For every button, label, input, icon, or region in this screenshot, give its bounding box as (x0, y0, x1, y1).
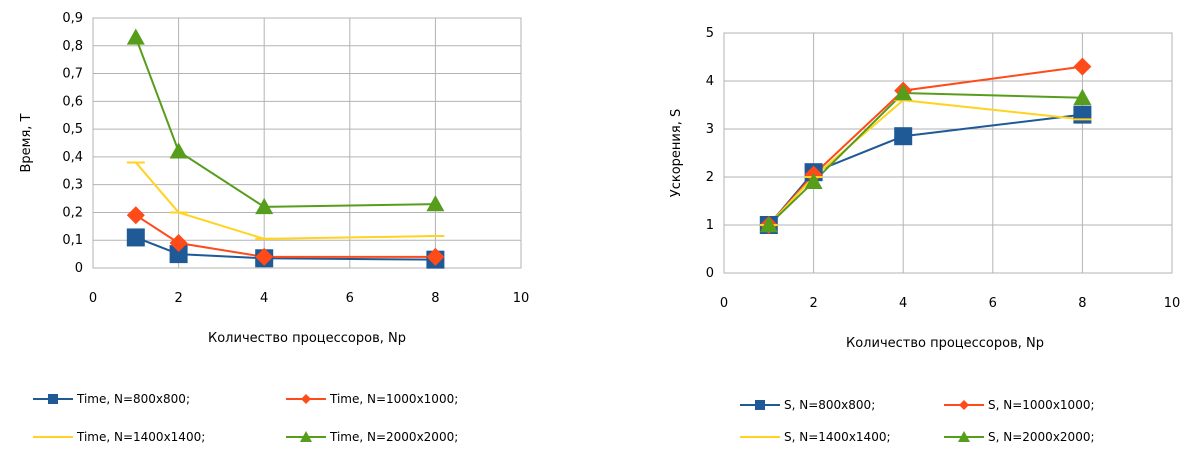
time-series-markers (126, 28, 445, 269)
time-y-tick-label: 0,7 (62, 67, 83, 82)
speedup-point-triangle (1073, 88, 1092, 105)
time-x-tick-label: 0 (89, 291, 97, 306)
speedup-grid (723, 32, 1173, 274)
time-point-triangle (169, 142, 188, 159)
time-point-diamond (426, 247, 445, 266)
time-y-tick-label: 0 (75, 261, 83, 276)
time-y-tick-label: 0,5 (62, 122, 83, 137)
speedup-x-axis-title: Количество процессоров, Np (846, 336, 1044, 351)
time-point-diamond (169, 234, 188, 252)
speedup-chart: 0 1 2 3 4 5 0 2 4 6 8 10 Ускорения, S Количество п… (669, 26, 1180, 444)
legend-label-s-2000: S, N=2000x2000; (988, 430, 1095, 444)
legend-item-time-800: Time, N=800x800; (33, 392, 190, 406)
legend-label-time-1000: Time, N=1000x1000; (329, 392, 458, 406)
speedup-y-tick-label: 3 (706, 122, 714, 137)
time-point-triangle (126, 28, 145, 45)
speedup-y-tick-label: 5 (706, 26, 714, 41)
speedup-y-tick-label: 4 (706, 74, 714, 89)
time-series-line-1 (135, 236, 436, 261)
time-series-lines (134, 37, 436, 261)
legend-item-time-2000: Time, N=2000x2000; (286, 430, 458, 444)
speedup-point-triangle (804, 172, 823, 189)
speedup-point-square (894, 127, 913, 146)
time-y-tick-label: 0,9 (62, 11, 83, 26)
time-y-tick-label: 0,1 (62, 233, 83, 248)
time-x-tick-labels: 0 2 4 6 8 10 (89, 291, 529, 306)
time-series-line-2 (135, 214, 436, 258)
speedup-x-tick-labels: 0 2 4 6 8 10 (720, 296, 1180, 311)
speedup-x-tick-label: 2 (809, 296, 817, 311)
legend-label-time-2000: Time, N=2000x2000; (329, 430, 458, 444)
time-x-tick-label: 4 (260, 291, 268, 306)
speedup-x-tick-label: 6 (989, 296, 997, 311)
legend-item-time-1000: Time, N=1000x1000; (286, 392, 458, 406)
time-x-axis-title: Количество процессоров, Np (208, 331, 406, 346)
time-point-diamond (126, 206, 145, 225)
legend-label-time-1400: Time, N=1400x1400; (76, 430, 205, 444)
time-x-tick-label: 10 (513, 291, 530, 306)
time-x-tick-label: 8 (431, 291, 439, 306)
legend-item-s-1400: S, N=1400x1400; (740, 430, 891, 444)
time-series-line-3 (135, 161, 436, 240)
legend-marker-triangle (300, 431, 312, 442)
legend-marker-diamond (301, 394, 311, 404)
legend-marker-triangle (958, 431, 970, 442)
legend-item-s-1000: S, N=1000x1000; (944, 398, 1095, 412)
speedup-x-tick-label: 10 (1164, 296, 1181, 311)
time-x-tick-label: 2 (174, 291, 182, 306)
time-point-square (169, 245, 188, 264)
speedup-y-tick-label: 2 (706, 170, 714, 185)
time-series-line-4 (134, 37, 436, 208)
time-y-tick-label: 0,3 (62, 178, 83, 193)
time-x-tick-label: 6 (346, 291, 354, 306)
time-y-tick-label: 0,6 (62, 94, 83, 109)
time-y-tick-label: 0,4 (62, 150, 83, 165)
speedup-plot-area (723, 32, 1173, 274)
time-point-triangle (255, 197, 274, 215)
legend-label-s-1400: S, N=1400x1400; (784, 430, 891, 444)
time-y-tick-label: 0,8 (62, 39, 83, 54)
speedup-series-lines (768, 65, 1083, 226)
speedup-point-diamond (1073, 57, 1092, 76)
legend-marker-diamond (959, 400, 969, 410)
legend-label-time-800: Time, N=800x800; (76, 392, 190, 406)
speedup-point-triangle (759, 216, 778, 233)
speedup-point-square (1073, 105, 1092, 124)
time-point-diamond (255, 247, 274, 266)
time-y-axis-title: Время, T (19, 113, 34, 172)
legend-marker-square (48, 394, 58, 404)
speedup-y-tick-label: 1 (706, 218, 714, 233)
legend-label-s-800: S, N=800x800; (784, 398, 875, 412)
speedup-y-tick-label: 0 (706, 266, 714, 281)
time-y-tick-label: 0,2 (62, 205, 83, 220)
time-plot-area (92, 17, 522, 269)
time-y-tick-labels: 0 0,1 0,2 0,3 0,4 0,5 0,6 0,7 0,8 0,9 (62, 11, 83, 276)
speedup-x-tick-label: 4 (899, 296, 907, 311)
legend-marker-square (755, 400, 765, 410)
speedup-legend: S, N=800x800; S, N=1000x1000; S, N=1400x… (740, 398, 1095, 444)
speedup-series-line-4 (768, 91, 1083, 226)
speedup-x-tick-label: 8 (1078, 296, 1086, 311)
legend-item-time-1400: Time, N=1400x1400; (33, 430, 205, 444)
time-point-square (126, 228, 145, 247)
legend-item-s-2000: S, N=2000x2000; (944, 430, 1095, 444)
speedup-y-axis-title: Ускорения, S (669, 109, 684, 197)
speedup-x-tick-label: 0 (720, 296, 728, 311)
legend-item-s-800: S, N=800x800; (740, 398, 875, 412)
legend-label-s-1000: S, N=1000x1000; (988, 398, 1095, 412)
time-point-triangle (426, 195, 445, 212)
time-chart: 0 0,1 0,2 0,3 0,4 0,5 0,6 0,7 0,8 0,9 0 2 4 6 8 10 Вре… (19, 11, 529, 444)
time-legend: Time, N=800x800; Time, N=1000x1000; Time… (33, 392, 458, 444)
speedup-series-markers (759, 57, 1092, 234)
time-grid (92, 17, 522, 269)
speedup-point-triangle (894, 84, 913, 101)
speedup-y-tick-labels: 0 1 2 3 4 5 (706, 26, 714, 281)
